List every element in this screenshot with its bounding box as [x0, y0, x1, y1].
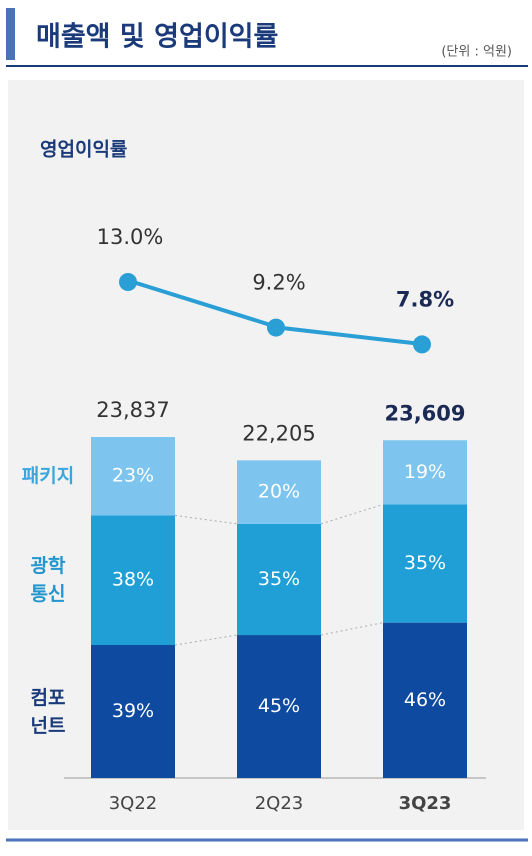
page-title: 매출액 및 영업이익률 — [36, 22, 278, 53]
bar-segment — [91, 645, 175, 778]
bar-segment — [383, 440, 467, 505]
line-label: 13.0% — [97, 225, 164, 249]
total-label: 23,609 — [384, 401, 465, 425]
connector — [320, 622, 384, 636]
value-label: 39% — [112, 700, 154, 722]
bar-segment — [91, 437, 175, 516]
unit-label: (단위 : 억원) — [441, 45, 512, 60]
line-point — [413, 335, 431, 354]
total-label: 23,837 — [96, 398, 169, 422]
connector — [320, 503, 384, 525]
value-label: 46% — [404, 689, 446, 711]
connector — [174, 514, 238, 525]
bar-segment — [383, 622, 467, 778]
line-label: 7.8% — [396, 287, 454, 311]
connector — [174, 634, 238, 646]
line-title: 영업이익률 — [40, 139, 127, 161]
x-tick-label: 3Q22 — [109, 793, 158, 814]
x-tick-label: 2Q23 — [255, 793, 304, 814]
value-label: 20% — [258, 481, 300, 503]
value-label: 35% — [258, 568, 300, 590]
legend-label: 컴포 넌트 — [30, 686, 66, 737]
legend-label: 광학 통신 — [30, 555, 66, 606]
x-tick-label: 3Q23 — [399, 793, 452, 814]
value-label: 19% — [404, 461, 446, 483]
value-label: 35% — [404, 552, 446, 574]
bar-segment — [91, 515, 175, 646]
bar-segment — [383, 504, 467, 623]
header-accent — [6, 8, 15, 60]
value-label: 38% — [112, 569, 154, 591]
value-label: 23% — [112, 465, 154, 487]
legend-label: 패키지 — [21, 465, 75, 488]
bar-segment — [237, 460, 321, 524]
bar-segment — [237, 523, 321, 636]
bar-segment — [237, 635, 321, 778]
value-label: 45% — [258, 695, 300, 717]
total-label: 22,205 — [242, 421, 315, 445]
line-label: 9.2% — [252, 271, 305, 295]
line-point — [119, 273, 137, 291]
line-point — [267, 318, 285, 337]
